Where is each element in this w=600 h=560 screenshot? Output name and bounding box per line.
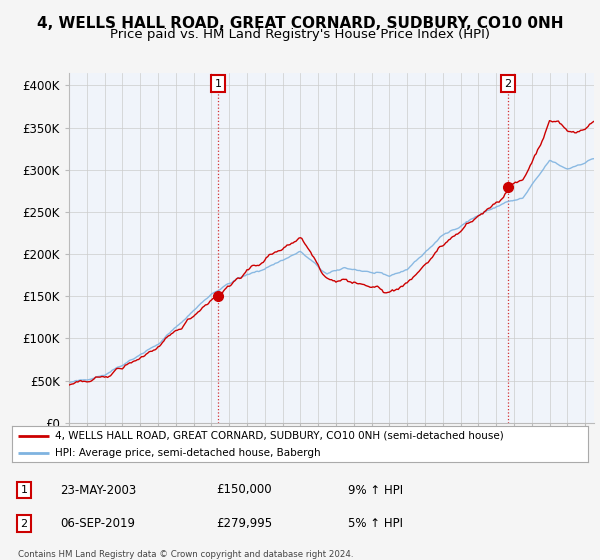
Text: HPI: Average price, semi-detached house, Babergh: HPI: Average price, semi-detached house,… bbox=[55, 448, 321, 458]
Text: 1: 1 bbox=[215, 79, 221, 89]
Text: 23-MAY-2003: 23-MAY-2003 bbox=[60, 483, 136, 497]
Text: 06-SEP-2019: 06-SEP-2019 bbox=[60, 517, 135, 530]
Text: £150,000: £150,000 bbox=[216, 483, 272, 497]
Text: Contains HM Land Registry data © Crown copyright and database right 2024.
This d: Contains HM Land Registry data © Crown c… bbox=[18, 550, 353, 560]
Text: 1: 1 bbox=[20, 485, 28, 495]
Text: 2: 2 bbox=[505, 79, 512, 89]
Text: 5% ↑ HPI: 5% ↑ HPI bbox=[348, 517, 403, 530]
Text: 9% ↑ HPI: 9% ↑ HPI bbox=[348, 483, 403, 497]
Text: £279,995: £279,995 bbox=[216, 517, 272, 530]
Text: 2: 2 bbox=[20, 519, 28, 529]
Text: 4, WELLS HALL ROAD, GREAT CORNARD, SUDBURY, CO10 0NH: 4, WELLS HALL ROAD, GREAT CORNARD, SUDBU… bbox=[37, 16, 563, 31]
Text: Price paid vs. HM Land Registry's House Price Index (HPI): Price paid vs. HM Land Registry's House … bbox=[110, 28, 490, 41]
Text: 4, WELLS HALL ROAD, GREAT CORNARD, SUDBURY, CO10 0NH (semi-detached house): 4, WELLS HALL ROAD, GREAT CORNARD, SUDBU… bbox=[55, 431, 504, 441]
